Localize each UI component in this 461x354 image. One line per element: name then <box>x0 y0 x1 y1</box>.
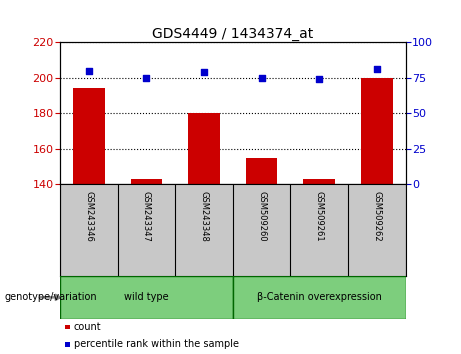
Point <box>200 69 207 75</box>
Text: β-Catenin overexpression: β-Catenin overexpression <box>257 292 382 302</box>
Text: GSM509262: GSM509262 <box>372 192 381 242</box>
Text: GSM243346: GSM243346 <box>84 192 93 242</box>
Bar <box>73 88 105 184</box>
Text: GSM243347: GSM243347 <box>142 192 151 242</box>
Text: genotype/variation: genotype/variation <box>5 292 97 302</box>
Point <box>258 75 266 81</box>
Bar <box>188 113 220 184</box>
Text: GSM243348: GSM243348 <box>200 192 208 242</box>
Bar <box>361 78 393 184</box>
Text: wild type: wild type <box>124 292 169 302</box>
Text: GSM509260: GSM509260 <box>257 192 266 242</box>
Bar <box>246 158 278 184</box>
Point <box>85 68 92 74</box>
Title: GDS4449 / 1434374_at: GDS4449 / 1434374_at <box>152 28 313 41</box>
Bar <box>233 276 406 319</box>
Point <box>315 76 323 82</box>
Bar <box>130 179 162 184</box>
Bar <box>303 179 335 184</box>
Bar <box>60 276 233 319</box>
Text: GSM509261: GSM509261 <box>315 192 324 242</box>
Text: percentile rank within the sample: percentile rank within the sample <box>74 339 239 349</box>
Point <box>373 67 381 72</box>
Text: count: count <box>74 322 101 332</box>
Point <box>142 75 150 81</box>
